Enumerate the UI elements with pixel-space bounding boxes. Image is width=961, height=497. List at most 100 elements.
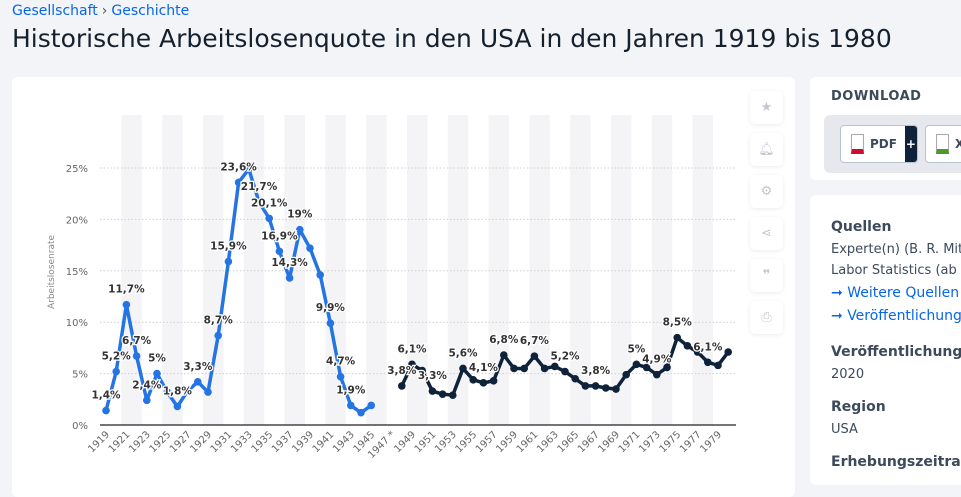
data-label: 5,6%	[448, 347, 478, 359]
data-point	[275, 247, 284, 256]
data-point	[153, 369, 161, 378]
column-band	[488, 115, 509, 425]
pub-date-value: 2020	[831, 367, 865, 382]
data-point	[316, 271, 325, 279]
x-tick-label: 1961	[515, 429, 541, 455]
bell-icon[interactable]: 🔔︎	[750, 133, 783, 166]
data-point	[132, 352, 141, 360]
x-tick-label: 1919	[86, 429, 112, 455]
data-point	[143, 396, 151, 405]
x-tick-label: 1975	[658, 429, 684, 455]
data-label: 3,3%	[183, 361, 213, 373]
xls-download-button[interactable]: X	[925, 125, 961, 163]
column-band	[529, 115, 550, 425]
data-point	[642, 363, 651, 372]
y-tick-label: 25%	[66, 164, 88, 175]
data-point	[173, 402, 182, 411]
data-point	[612, 385, 620, 393]
data-point	[459, 364, 467, 373]
xls-file-icon	[936, 134, 949, 154]
data-label: 6,8%	[489, 334, 519, 346]
data-point	[663, 363, 671, 372]
column-band	[407, 115, 428, 425]
data-point	[224, 257, 233, 266]
pdf-file-icon	[851, 134, 864, 154]
gear-icon[interactable]: ⚙	[750, 175, 783, 208]
download-title: DOWNLOAD	[831, 89, 922, 104]
data-label: 11,7%	[108, 284, 145, 296]
data-point	[693, 348, 702, 356]
data-point	[581, 382, 590, 390]
x-tick-label: 1923	[127, 429, 153, 455]
data-point	[489, 376, 498, 385]
data-point	[520, 364, 528, 373]
x-tick-label: 1957	[474, 429, 500, 455]
pdf-download-button[interactable]: PDF +	[840, 125, 918, 163]
data-label: 14,3%	[271, 257, 308, 269]
share-icon[interactable]: ⋖	[750, 217, 783, 250]
x-tick-label: 1953	[433, 429, 459, 455]
data-label: 1,9%	[336, 384, 366, 396]
x-tick-label: 1941	[311, 429, 337, 455]
publication-link[interactable]: ➞ Veröffentlichung	[831, 308, 961, 324]
data-point	[214, 331, 222, 340]
sources-title: Quellen	[831, 219, 892, 235]
page-title: Historische Arbeitslosenquote in den USA…	[12, 24, 892, 53]
data-point	[326, 319, 335, 328]
pdf-plus-button[interactable]: +	[904, 126, 917, 162]
x-tick-label: 1951	[413, 429, 439, 455]
quote-icon[interactable]: ❞	[750, 259, 783, 292]
chart-card: 0% 5% 10% 15% 20% 25% Arbeitslosenrate 1919 1921…	[12, 77, 795, 497]
y-tick-label: 10%	[66, 318, 88, 329]
data-point	[163, 388, 171, 396]
data-point	[673, 333, 681, 342]
data-point	[653, 370, 661, 379]
column-band	[121, 115, 142, 425]
data-point	[438, 390, 447, 398]
x-tick-label: 1965	[556, 429, 582, 455]
y-tick-label: 5%	[72, 370, 88, 381]
data-point	[347, 401, 355, 410]
y-tick-label: 20%	[66, 215, 88, 226]
data-point	[530, 352, 539, 360]
period-title: Erhebungszeitrau	[831, 454, 961, 470]
data-label: 1,8%	[163, 385, 193, 397]
data-point	[632, 360, 641, 369]
column-band	[325, 115, 346, 425]
data-point	[255, 198, 263, 206]
sources-line: Labor Statistics (ab 1	[831, 263, 961, 278]
data-point	[183, 387, 192, 395]
column-band	[284, 115, 305, 425]
x-tick-label: 1979	[698, 429, 724, 455]
data-label: 21,7%	[241, 181, 278, 193]
x-tick-label: 1977	[678, 429, 704, 455]
x-tick-label: 1935	[250, 429, 276, 455]
breadcrumb-geschichte[interactable]: Geschichte	[111, 3, 190, 19]
y-tick-label: 0%	[72, 421, 88, 432]
data-label: 9,9%	[316, 302, 346, 314]
data-label: 8,5%	[663, 317, 693, 329]
xls-label: X	[955, 137, 961, 151]
breadcrumb: Gesellschaft › Geschichte	[12, 3, 190, 19]
print-icon[interactable]: ⎙	[750, 301, 783, 334]
x-tick-label: 1963	[535, 429, 561, 455]
data-label: 6,7%	[122, 335, 152, 347]
column-band	[651, 115, 673, 425]
data-point	[551, 362, 559, 371]
x-tick-label: 1967	[576, 429, 602, 455]
data-label: 5%	[148, 353, 166, 365]
star-icon[interactable]: ★	[750, 91, 783, 124]
more-sources-link[interactable]: ➞ Weitere Quellen	[831, 285, 960, 301]
column-band	[692, 115, 713, 425]
breadcrumb-gesellschaft[interactable]: Gesellschaft	[12, 3, 98, 19]
y-axis-label: Arbeitslosenrate	[47, 235, 57, 310]
data-point	[724, 348, 732, 356]
column-band	[447, 115, 469, 425]
x-tick-label: 1925	[148, 429, 174, 455]
region-value: USA	[831, 422, 858, 437]
x-tick-label: 1921	[107, 429, 133, 455]
data-point	[357, 408, 365, 417]
data-label: 20,1%	[251, 197, 288, 209]
y-tick-label: 15%	[66, 267, 88, 278]
data-label: 16,9%	[261, 230, 298, 242]
